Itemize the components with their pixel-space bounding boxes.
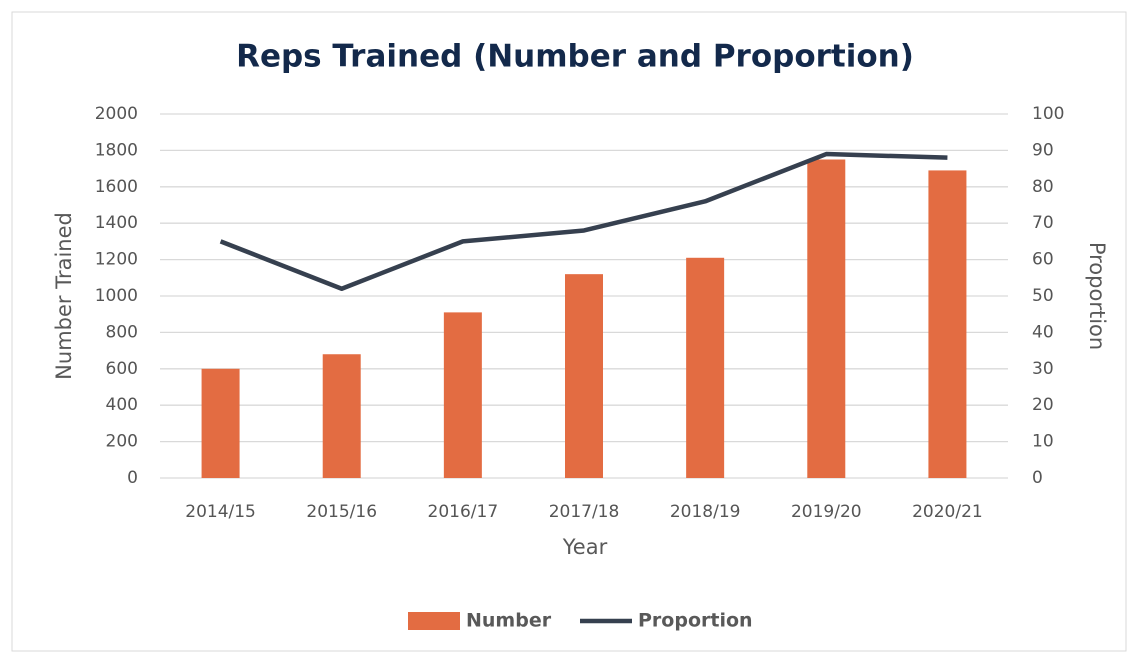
y2-tick-label: 80: [1032, 177, 1054, 197]
y-tick-label: 1600: [95, 177, 138, 197]
y-tick-label: 1800: [95, 140, 138, 160]
y2-tick-label: 30: [1032, 359, 1054, 379]
bar: [928, 170, 967, 479]
y-tick-label: 0: [127, 468, 138, 488]
y2-axis-title: Proportion: [1085, 242, 1109, 350]
line: [219, 151, 948, 291]
y-tick-label: 800: [106, 322, 138, 342]
y-tick-label: 1200: [95, 250, 138, 270]
legend-label: Number: [466, 610, 552, 632]
bar: [201, 368, 240, 478]
y-tick-label: 400: [106, 395, 138, 415]
bar: [807, 159, 846, 478]
y-tick-label: 1400: [95, 213, 138, 233]
x-axis-title: Year: [562, 535, 608, 559]
bar: [686, 257, 725, 478]
bar: [443, 312, 482, 478]
x-tick-label: 2016/17: [428, 502, 499, 522]
x-tick-label: 2019/20: [791, 502, 862, 522]
y2-tick-label: 70: [1032, 213, 1054, 233]
y2-tick-label: 50: [1032, 286, 1054, 306]
y-tick-label: 600: [106, 359, 138, 379]
y2-tick-label: 60: [1032, 250, 1054, 270]
y2-tick-label: 100: [1032, 104, 1064, 124]
x-tick-label: 2020/21: [912, 502, 983, 522]
bar: [565, 274, 603, 478]
y-axis-title: Number Trained: [52, 212, 76, 380]
y-tick-label: 200: [106, 432, 138, 452]
chart-title: Reps Trained (Number and Proportion): [236, 39, 914, 75]
y2-tick-label: 40: [1032, 322, 1054, 342]
x-tick-label: 2017/18: [549, 502, 620, 522]
legend-label: Proportion: [638, 610, 753, 632]
legend-swatch: [408, 612, 460, 630]
y-tick-label: 2000: [95, 104, 138, 124]
x-tick-label: 2014/15: [185, 502, 256, 522]
y-tick-label: 1000: [95, 286, 138, 306]
x-tick-label: 2015/16: [306, 502, 377, 522]
y2-tick-label: 90: [1032, 140, 1054, 160]
x-tick-label: 2018/19: [670, 502, 741, 522]
y2-tick-label: 20: [1032, 395, 1054, 415]
bar: [322, 354, 361, 478]
y2-tick-label: 10: [1032, 432, 1054, 452]
y2-tick-label: 0: [1032, 468, 1043, 488]
